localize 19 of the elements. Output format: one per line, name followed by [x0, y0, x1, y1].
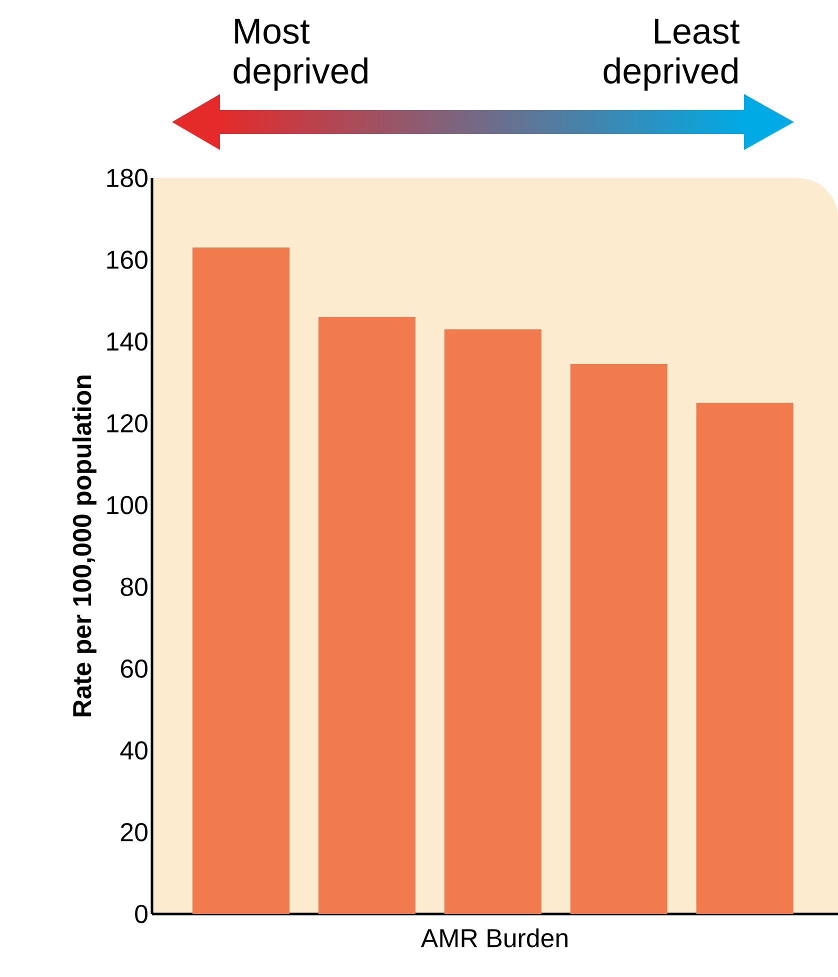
bar: [318, 317, 416, 914]
bar: [570, 364, 668, 914]
y-tick-label: 0: [135, 904, 148, 924]
y-tick-label: 20: [120, 823, 148, 842]
y-tick-label: 140: [107, 332, 148, 351]
x-axis-title: AMR Burden: [420, 928, 568, 948]
bar: [444, 329, 542, 914]
y-tick-label: 80: [120, 578, 148, 596]
y-tick-label: 120: [107, 414, 148, 432]
y-tick-label: 160: [107, 250, 148, 269]
bar: [696, 402, 794, 914]
y-tick-label: 100: [107, 496, 148, 514]
bar: [192, 248, 290, 914]
y-tick-label: 40: [120, 741, 148, 760]
text: Most deprived: [234, 18, 368, 91]
y-tick-label: 60: [120, 659, 148, 678]
y-axis-title: Rate per 100,000 population: [72, 376, 96, 716]
text: Least deprived: [604, 18, 740, 91]
y-tick-label: 180: [107, 168, 148, 188]
